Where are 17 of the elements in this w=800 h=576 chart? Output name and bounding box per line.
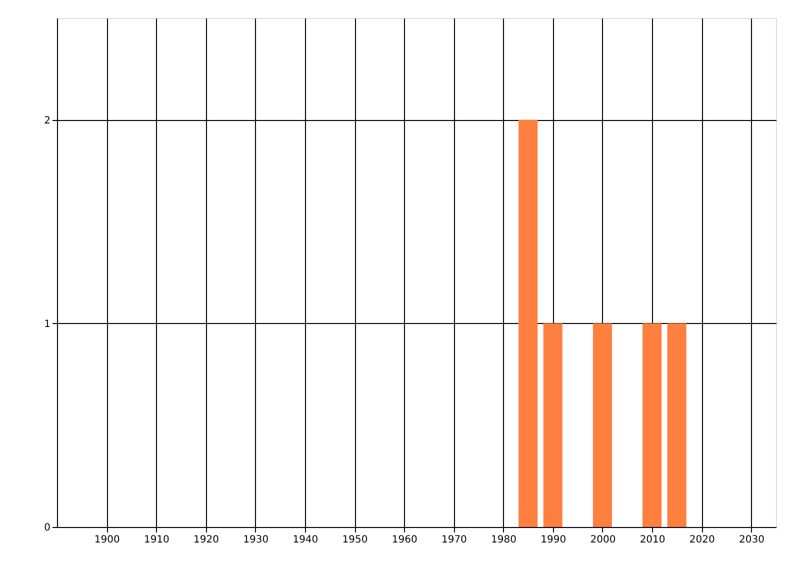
x-tick-label: 1960 bbox=[392, 534, 418, 546]
x-tick-label: 1940 bbox=[292, 534, 318, 546]
y-tick-label: 0 bbox=[44, 522, 50, 534]
y-tick-label: 2 bbox=[44, 115, 50, 126]
x-tick-label: 2030 bbox=[738, 534, 764, 546]
x-tick-label: 2000 bbox=[590, 534, 616, 546]
x-tick-label: 1920 bbox=[194, 534, 219, 546]
x-tick-label: 1990 bbox=[540, 534, 566, 546]
x-tick-label: 2020 bbox=[689, 534, 715, 546]
x-tick-label: 1970 bbox=[441, 534, 467, 546]
x-tick-label: 2010 bbox=[640, 534, 666, 546]
x-tick-label: 1910 bbox=[144, 534, 170, 546]
y-tick-label: 1 bbox=[44, 318, 50, 330]
x-tick-label: 1980 bbox=[491, 534, 516, 546]
x-tick-label: 1900 bbox=[94, 534, 120, 546]
x-tick-label: 1950 bbox=[342, 534, 368, 546]
x-tick-label: 1930 bbox=[243, 534, 269, 546]
